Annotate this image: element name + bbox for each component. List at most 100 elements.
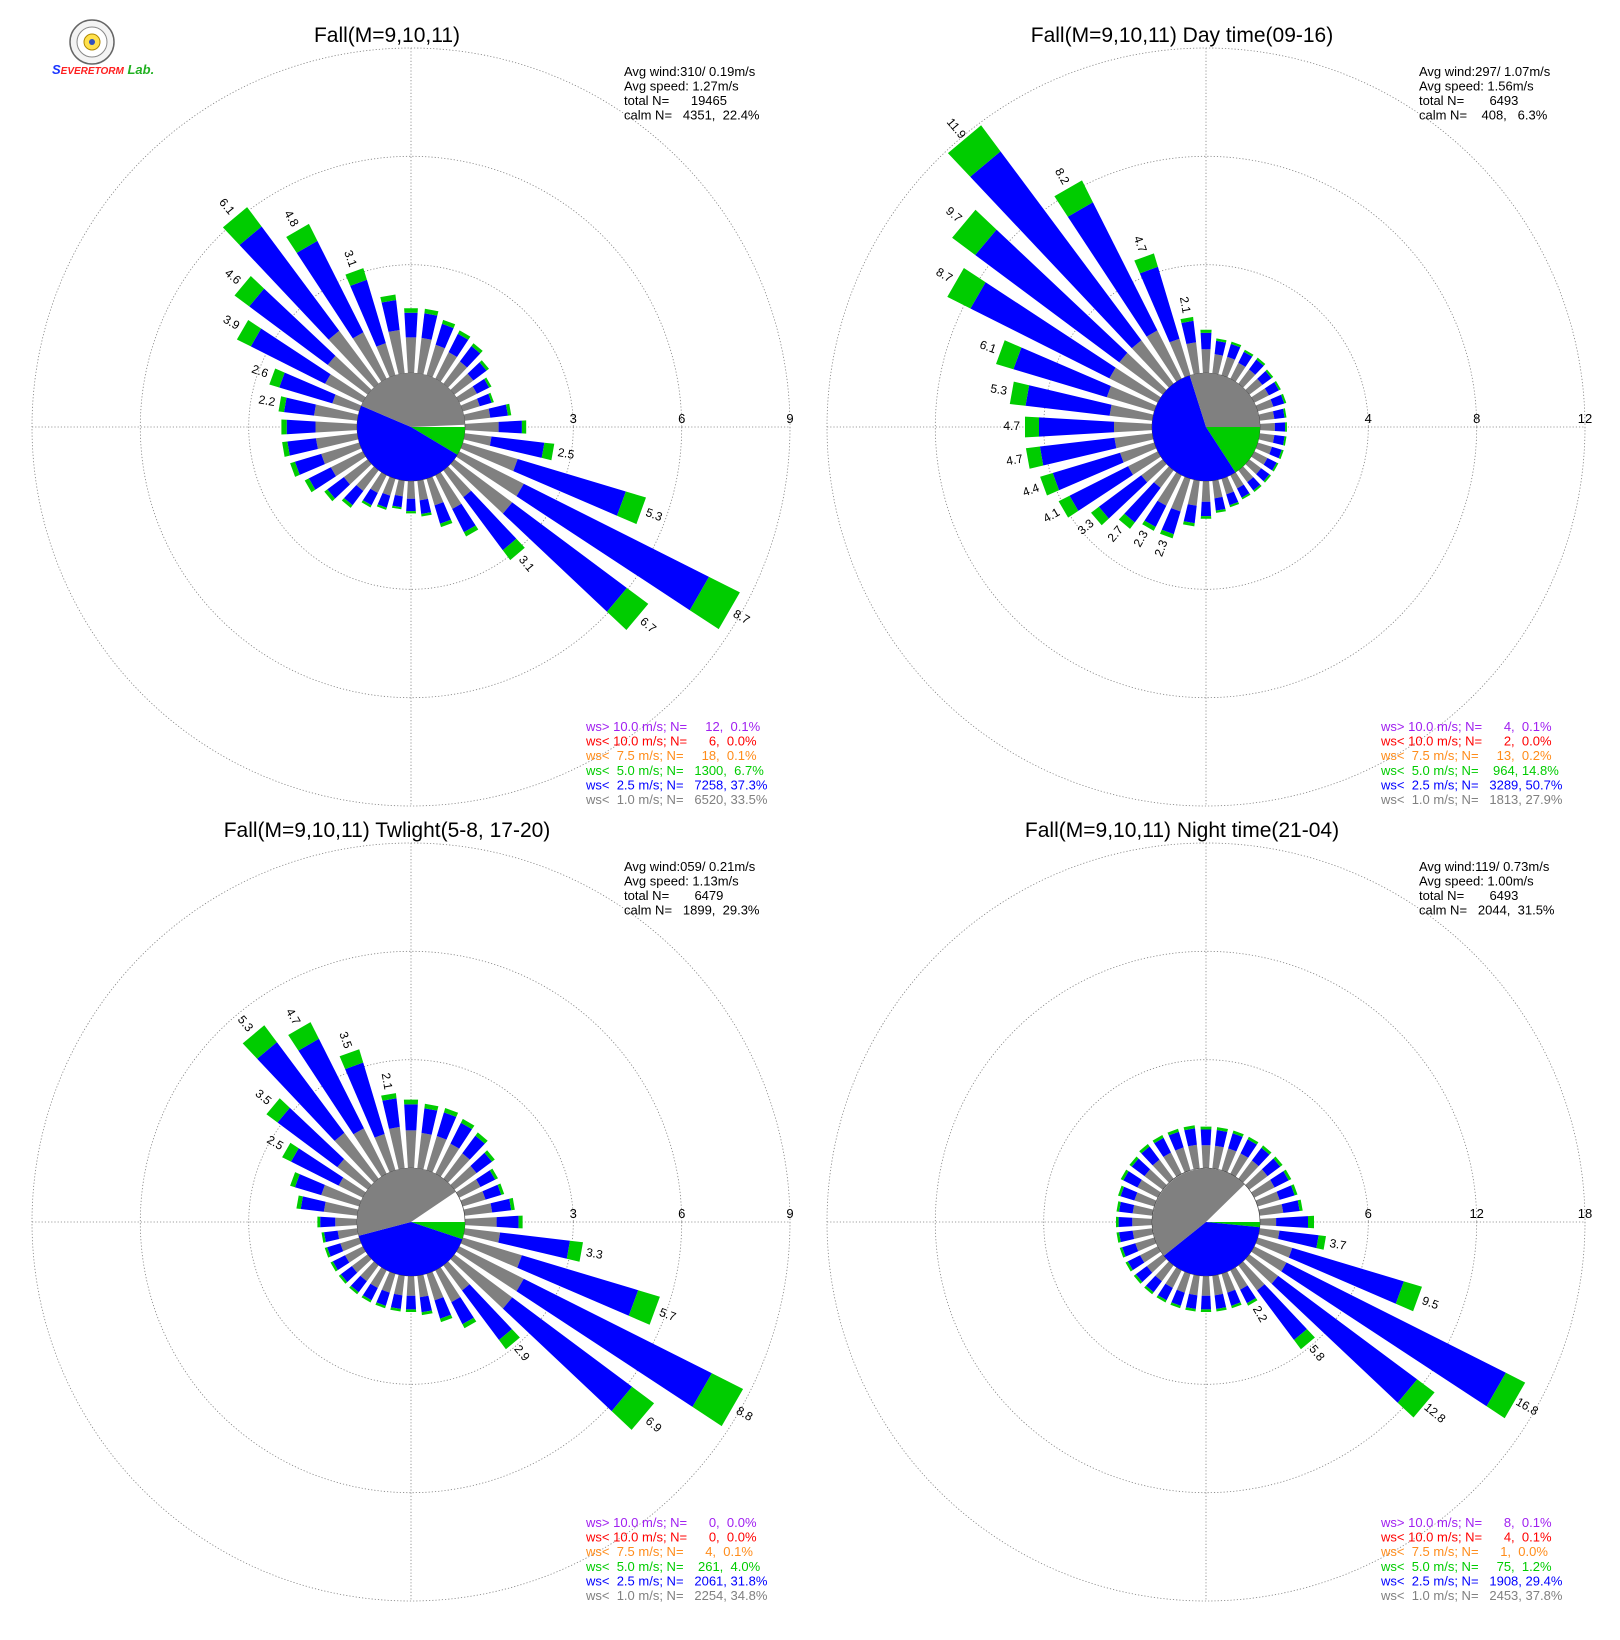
petal-gray-segment [335, 1217, 358, 1227]
petal-green-segment [330, 1261, 338, 1272]
petal-gray-segment [340, 1237, 362, 1252]
petal-green-segment [421, 512, 432, 517]
petal-gray-segment [370, 1267, 387, 1288]
petal-gray-segment [443, 466, 472, 498]
ring-label: 6 [678, 411, 685, 426]
petal-blue-segment [1288, 1247, 1404, 1304]
legend-entry: ws< 2.5 m/s; N= 3289, 50.7% [1380, 777, 1563, 792]
petal-green-segment [1291, 1184, 1298, 1196]
petal-value-label: 9.7 [943, 204, 965, 226]
petal-gray-segment [1120, 442, 1157, 463]
petal-blue-segment [250, 328, 331, 384]
petal-value-label: 2.3 [1152, 538, 1171, 559]
petal-green-segment [375, 1302, 386, 1309]
petal-blue-segment [970, 282, 1116, 379]
petal-green-segment [1215, 509, 1226, 513]
petal-gray-segment [435, 352, 457, 382]
petal-blue-segment [249, 288, 336, 365]
petal-gray-segment [450, 1165, 477, 1190]
petal-green-segment [1216, 1127, 1228, 1132]
petal-value-label: 16.8 [1513, 1395, 1541, 1419]
petal-green-segment [317, 1216, 321, 1228]
petal-green-segment [440, 519, 453, 528]
petal-gray-segment [1175, 1147, 1191, 1173]
petal-gray-segment [406, 1275, 416, 1296]
petal-blue-segment [462, 1135, 485, 1160]
petal-gray-segment [460, 442, 518, 472]
petal-green-segment [460, 1118, 475, 1130]
petal-gray-segment [315, 433, 359, 449]
petal-gray-segment [314, 404, 359, 421]
ring-label: 6 [678, 1206, 685, 1221]
petal-green-segment [1274, 381, 1281, 391]
petal-green-segment [1308, 1215, 1314, 1229]
petal-blue-segment [257, 1042, 345, 1141]
petal-gray-segment [1119, 352, 1167, 395]
petal-green-segment [286, 223, 318, 253]
petal-gray-segment [1221, 476, 1234, 495]
petal-blue-segment [1157, 1283, 1173, 1301]
petal-gray-segment [426, 476, 444, 506]
petal-value-label: 6.1 [978, 337, 999, 356]
petal-value-label: 2.1 [1177, 295, 1194, 314]
legend-entry: ws< 10.0 m/s; N= 6, 0.0% [585, 734, 757, 749]
petal-gray-segment [1255, 1191, 1280, 1207]
petal-value-label: 2.5 [264, 1132, 286, 1153]
petal-blue-segment [344, 485, 364, 506]
petal-gray-segment [443, 361, 468, 388]
legend-entry: ws< 7.5 m/s; N= 13, 0.2% [1380, 748, 1552, 763]
petal-green-segment [361, 1295, 372, 1303]
petal-gray-segment [1238, 1261, 1265, 1291]
petal-green-segment [442, 319, 456, 329]
info-calm: calm N= 2044, 31.5% [1419, 903, 1555, 918]
petal-gray-segment [460, 398, 480, 412]
petal-green-segment [406, 511, 416, 514]
petal-blue-segment [1215, 1130, 1228, 1148]
grid-ring [31, 47, 791, 807]
petal-green-segment [1025, 446, 1044, 469]
petal-green-segment [1397, 1379, 1435, 1418]
petal-gray-segment [1141, 459, 1167, 483]
grid-ring [826, 842, 1586, 1602]
legend-entry: ws< 2.5 m/s; N= 7258, 37.3% [585, 777, 768, 792]
petal-gray-segment [1221, 356, 1235, 378]
petal-blue-segment [308, 467, 336, 490]
petal-blue-segment [1181, 320, 1197, 344]
petal-green-segment [607, 588, 649, 630]
petal-blue-segment [1200, 501, 1212, 517]
petal-blue-segment [1122, 1243, 1139, 1257]
petal-green-segment [1316, 1235, 1326, 1250]
petal-blue-segment [1238, 351, 1253, 367]
petal-green-segment [1118, 513, 1135, 529]
petal-blue-segment [1228, 1133, 1243, 1152]
petal-green-segment [1170, 1302, 1181, 1309]
petal-gray-segment [388, 330, 405, 375]
petal-green-segment [488, 392, 494, 403]
petal-blue-segment [1240, 1139, 1257, 1158]
petal-gray-segment [1251, 451, 1268, 465]
petal-gray-segment [1238, 369, 1256, 388]
legend-entry: ws< 1.0 m/s; N= 2254, 34.8% [585, 1588, 768, 1603]
petal-green-segment [541, 442, 555, 461]
petal-gray-segment [1153, 466, 1174, 488]
petal-green-segment [1272, 462, 1279, 472]
petal-gray-segment [370, 472, 387, 493]
ring-label: 8 [1473, 411, 1480, 426]
petal-green-segment [242, 1025, 277, 1059]
calm-pie-gray [1189, 372, 1260, 427]
petal-gray-segment [450, 373, 474, 395]
petal-blue-segment [1120, 1186, 1138, 1201]
petal-gray-segment [1132, 1217, 1153, 1227]
petal-green-segment [475, 1132, 488, 1144]
petal-gray-segment [394, 1274, 405, 1296]
petal-green-segment [391, 505, 402, 510]
petal-blue-segment [1270, 1171, 1289, 1188]
petal-green-segment [947, 268, 986, 309]
petal-blue-segment [434, 502, 451, 524]
petal-gray-segment [417, 1274, 429, 1298]
petal-blue-segment [286, 419, 316, 435]
petal-gray-segment [1109, 367, 1161, 403]
petal-blue-segment [1141, 1146, 1160, 1166]
petal-blue-segment [498, 1232, 570, 1259]
petal-green-segment [380, 294, 397, 303]
